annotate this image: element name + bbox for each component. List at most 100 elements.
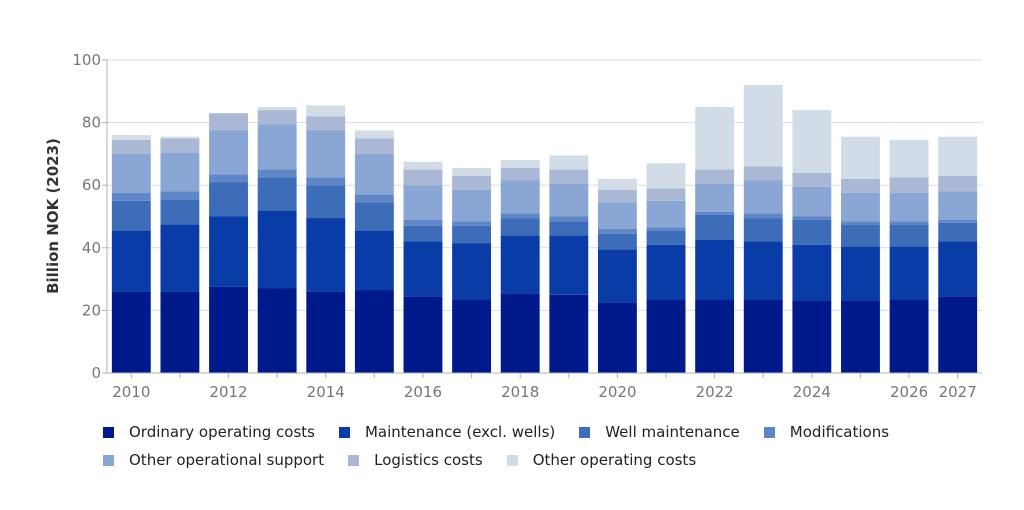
bar-segment: [209, 286, 248, 373]
legend-label: Other operational support: [129, 451, 325, 469]
bar-segment: [646, 299, 686, 373]
bar-segment: [549, 294, 589, 373]
bar-segment: [646, 163, 686, 189]
bar-segment: [257, 288, 297, 373]
y-tick-label: 80: [82, 114, 101, 132]
bar-segment: [306, 185, 346, 219]
bar-segment: [889, 224, 929, 247]
bar-segment: [354, 194, 394, 203]
bar-segment: [695, 211, 735, 215]
legend-row: Other operational support Logistics costs…: [103, 446, 1003, 474]
bar-segment: [792, 301, 832, 373]
bar-segment: [597, 249, 637, 303]
bar-segment: [403, 219, 443, 226]
legend-swatch: [338, 426, 350, 438]
bar-segment: [792, 244, 832, 302]
bar-segment: [646, 244, 686, 300]
bar-segment: [841, 301, 880, 373]
bar-segment: [354, 130, 394, 139]
bar-segment: [889, 139, 929, 178]
bar-segment: [500, 218, 540, 236]
bar-segment: [306, 105, 346, 117]
bar-segment: [500, 213, 540, 219]
bar-segment: [743, 299, 783, 373]
legend-swatch: [103, 426, 114, 438]
bar-segment: [889, 177, 929, 194]
bar-segment: [257, 177, 297, 211]
legend-label: Ordinary operating costs: [129, 423, 315, 441]
bar-segment: [403, 161, 443, 170]
bar-segment: [160, 152, 200, 192]
bar-segment: [792, 186, 832, 217]
bar-segment: [695, 106, 735, 170]
bar-segment: [452, 225, 492, 244]
bar-segment: [889, 193, 929, 222]
bar-segment: [646, 227, 686, 231]
y-tick-label: 40: [82, 239, 101, 257]
bar-segment: [695, 239, 735, 300]
legend: Ordinary operating costs Maintenance (exc…: [103, 418, 1003, 474]
bar-segment: [403, 169, 443, 186]
bars: [111, 85, 978, 373]
bar-segment: [841, 224, 880, 247]
bar-segment: [695, 299, 735, 373]
legend-item: Other operating costs: [506, 451, 696, 469]
bar-segment: [209, 216, 248, 287]
legend-swatch: [506, 454, 518, 466]
bar-segment: [403, 241, 443, 297]
bar-segment: [209, 130, 248, 175]
bar-segment: [452, 299, 492, 373]
bar-segment: [646, 188, 686, 201]
bar-segment: [841, 221, 880, 225]
bar-segment: [889, 246, 929, 300]
bar-segment: [209, 182, 248, 217]
x-tick-label: 2012: [209, 383, 247, 401]
bar-segment: [209, 174, 248, 183]
bar-segment: [500, 235, 540, 294]
bar-segment: [938, 136, 978, 176]
bar-segment: [452, 221, 492, 226]
y-tick-labels: 0 20 40 60 80 100: [72, 51, 101, 382]
bar-segment: [646, 200, 686, 228]
bar-segment: [257, 169, 297, 178]
x-tick-label: 2026: [890, 383, 928, 401]
bar-segment: [743, 218, 783, 242]
bar-segment: [403, 185, 443, 220]
bar-segment: [160, 191, 200, 200]
bar-segment: [500, 180, 540, 214]
bar-segment: [792, 216, 832, 220]
legend-swatch: [763, 426, 775, 438]
bar-segment: [841, 136, 880, 179]
bar-segment: [111, 200, 151, 231]
x-tick-label: 2024: [793, 383, 831, 401]
bar-segment: [452, 167, 492, 176]
bar-segment: [549, 169, 589, 184]
y-axis-label: Billion NOK (2023): [44, 138, 62, 294]
bar-segment: [743, 166, 783, 181]
bar-segment: [597, 233, 637, 250]
bar-segment: [938, 241, 978, 297]
bar-segment: [549, 216, 589, 222]
bar-segment: [257, 124, 297, 170]
legend-swatch: [348, 454, 360, 466]
bar-segment: [111, 139, 151, 154]
legend-item: Well maintenance: [579, 423, 740, 441]
x-tick-label: 2014: [307, 383, 345, 401]
bar-segment: [452, 189, 492, 222]
y-tick-label: 0: [91, 364, 101, 382]
stacked-bar-chart: 0 20 40 60 80 100 2010 2012 2014 2016 2018 2020 202…: [44, 51, 982, 401]
x-tick-label: 2010: [112, 383, 150, 401]
x-tick-label: 2018: [501, 383, 539, 401]
legend-label: Logistics costs: [374, 451, 483, 469]
axes: [106, 60, 982, 374]
bar-segment: [549, 221, 589, 236]
bar-segment: [792, 172, 832, 187]
x-tick-label: 2027: [939, 383, 977, 401]
bar-segment: [306, 116, 346, 131]
bar-segment: [111, 291, 151, 373]
bar-segment: [841, 246, 880, 302]
bar-segment: [403, 296, 443, 373]
legend-swatch: [579, 426, 591, 438]
bar-segment: [695, 169, 735, 184]
legend-item: Maintenance (excl. wells): [338, 423, 555, 441]
